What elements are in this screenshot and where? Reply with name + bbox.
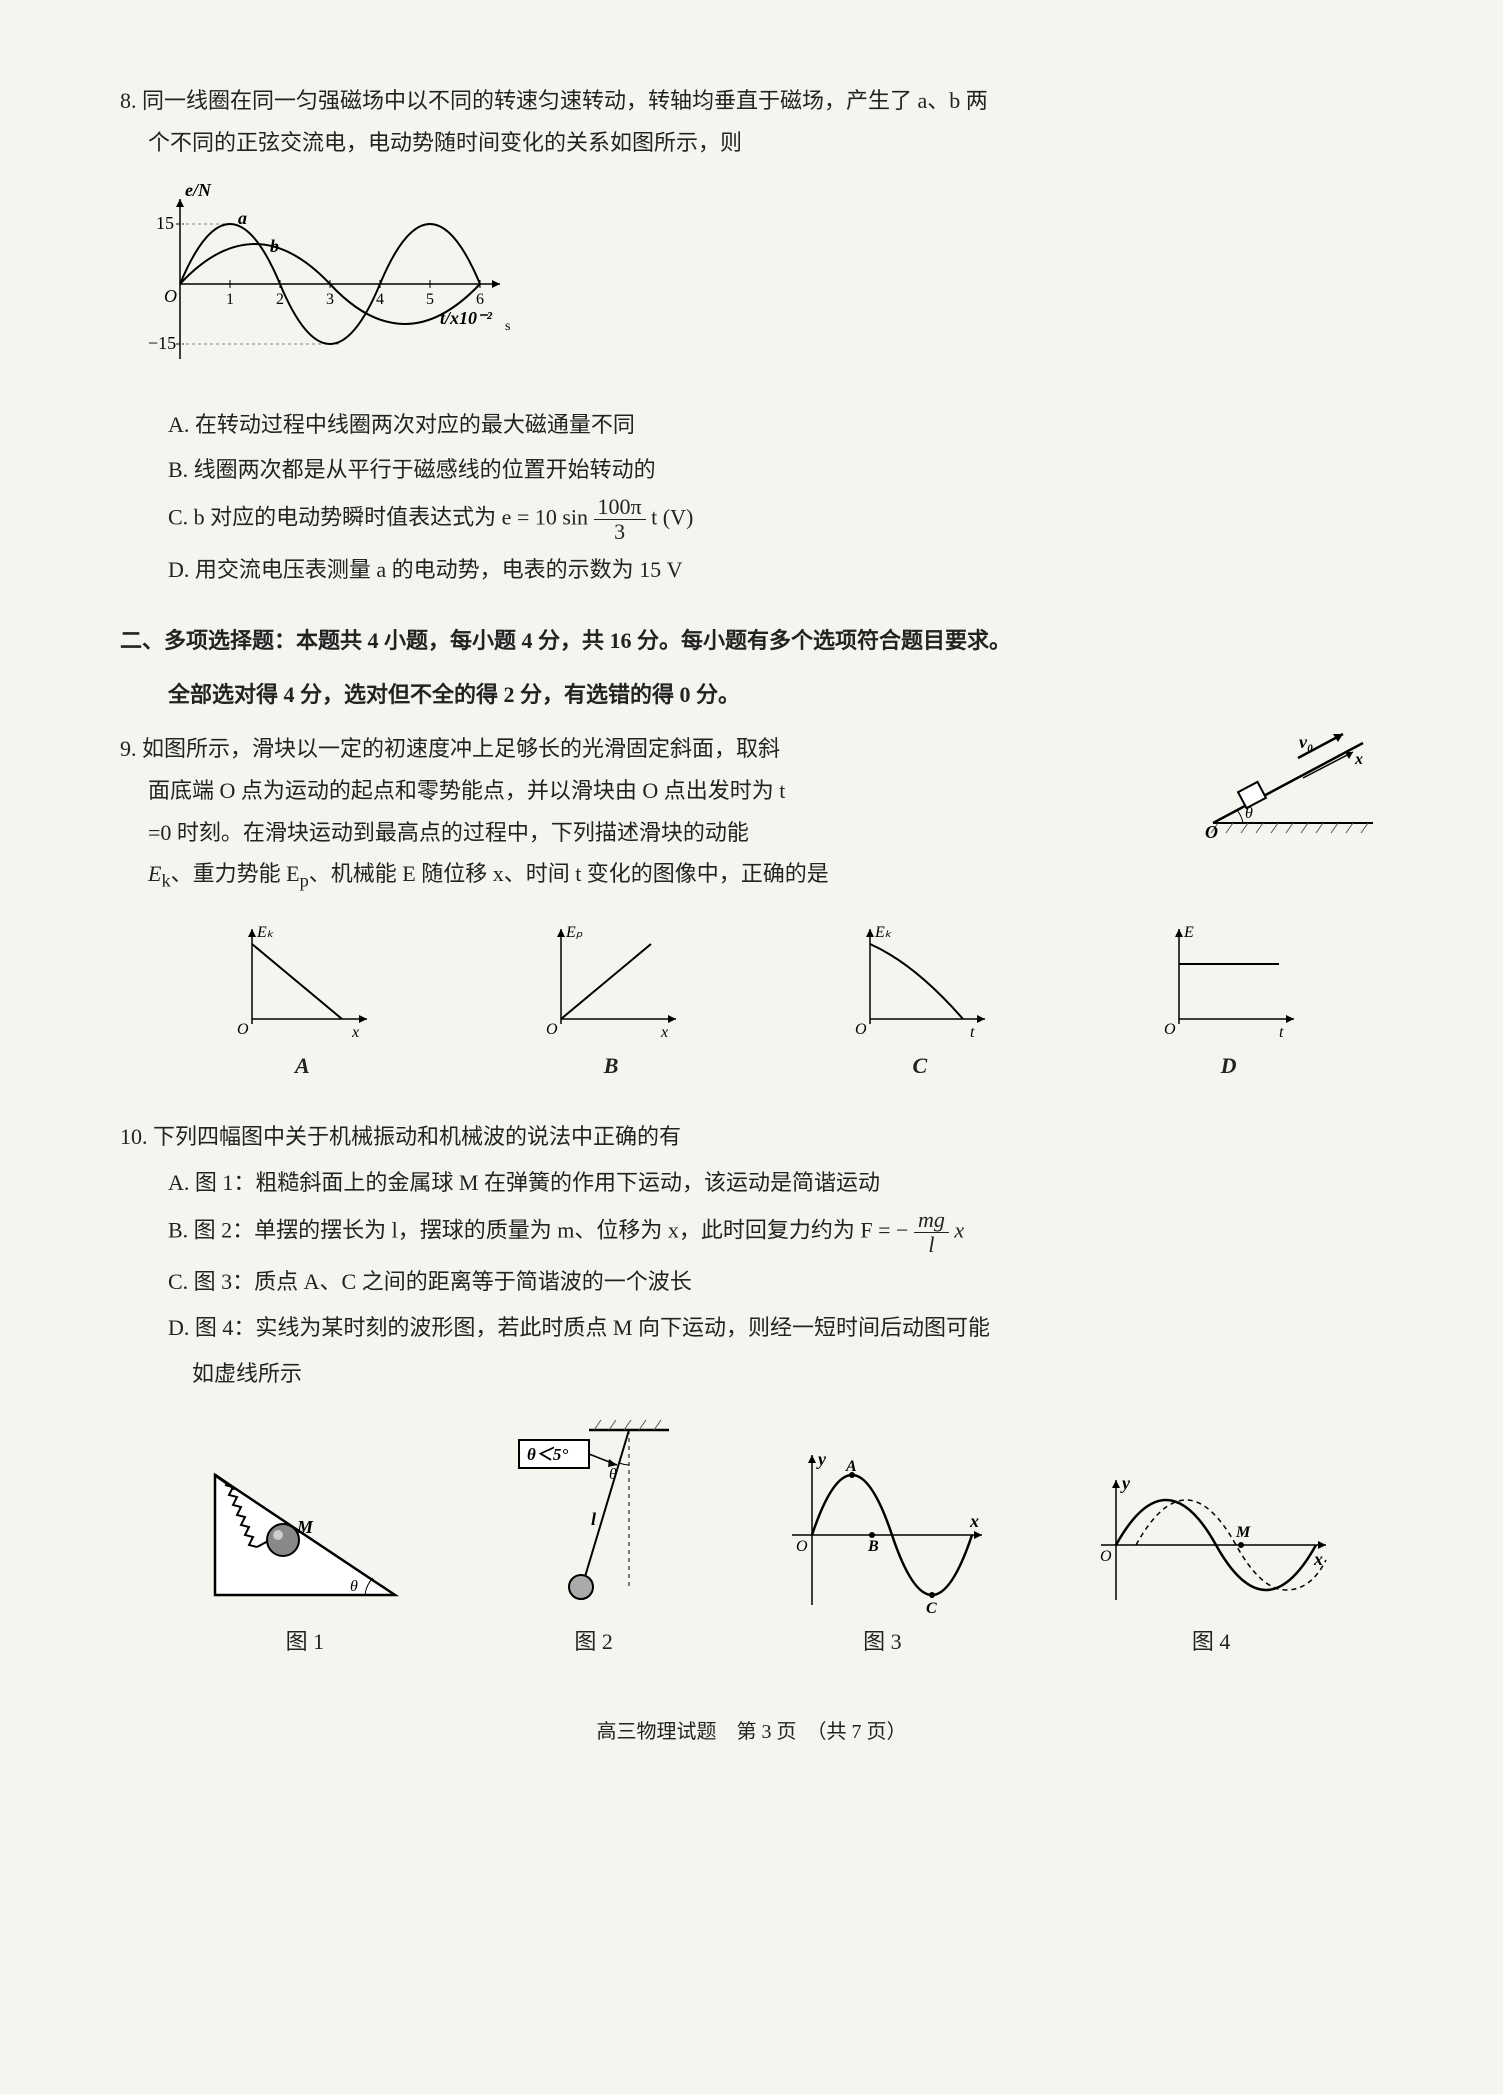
svg-text:x: x [1354, 751, 1363, 768]
svg-text:O: O [237, 1021, 249, 1038]
svg-text:l: l [591, 1509, 596, 1529]
svg-text:x: x [660, 1024, 668, 1039]
q10-option-b: B. 图 2：单摆的摆长为 l，摆球的质量为 m、位移为 x，此时回复力约为 F… [120, 1208, 1383, 1257]
svg-text:6: 6 [476, 291, 484, 308]
page-footer: 高三物理试题 第 3 页 （共 7 页） [120, 1713, 1383, 1751]
fraction: mg l [914, 1208, 949, 1257]
section-2-header-2: 全部选对得 4 分，选对但不全的得 2 分，有选错的得 0 分。 [120, 674, 1383, 716]
svg-text:y: y [816, 1449, 827, 1469]
q9-graph-d: O t E D [1154, 919, 1304, 1087]
svg-text:3: 3 [326, 291, 334, 308]
q10-fig4: y x O M 图 4 [1086, 1465, 1336, 1663]
svg-text:b: b [270, 236, 279, 256]
svg-text:4: 4 [376, 291, 384, 308]
question-10: 10. 下列四幅图中关于机械振动和机械波的说法中正确的有 A. 图 1：粗糙斜面… [120, 1116, 1383, 1662]
svg-text:s: s [505, 319, 510, 334]
svg-text:M: M [1235, 1524, 1251, 1541]
svg-text:θ: θ [350, 1578, 358, 1595]
svg-text:x: x [351, 1024, 359, 1039]
q8-option-a: A. 在转动过程中线圈两次对应的最大磁通量不同 [120, 404, 1383, 446]
svg-text:Eₚ: Eₚ [565, 924, 583, 941]
svg-text:Eₖ: Eₖ [256, 924, 274, 941]
sine-chart: 15 −15 O 1 2 3 4 5 6 a b e/N t/x10⁻² s [120, 184, 520, 384]
svg-text:O: O [164, 286, 177, 306]
q9-incline-diagram: v₀ x θ O [1203, 728, 1383, 838]
q9-graph-c: O t Eₖ C [845, 919, 995, 1087]
svg-text:θ＜5°: θ＜5° [527, 1445, 568, 1464]
q8-line1: 同一线圈在同一匀强磁场中以不同的转速匀速转动，转轴均垂直于磁场，产生了 a、b … [142, 88, 988, 113]
svg-text:t/x10⁻²: t/x10⁻² [440, 308, 493, 328]
svg-text:2: 2 [276, 291, 284, 308]
q8-number: 8. [120, 88, 137, 113]
svg-text:θ: θ [1245, 805, 1253, 822]
svg-text:x: x [1313, 1549, 1323, 1569]
fraction: 100π 3 [594, 495, 646, 544]
svg-text:B: B [867, 1538, 879, 1555]
svg-text:O: O [796, 1538, 808, 1555]
q8-option-c: C. b 对应的电动势瞬时值表达式为 e = 10 sin 100π 3 t (… [120, 495, 1383, 544]
q8-option-b: B. 线圈两次都是从平行于磁感线的位置开始转动的 [120, 449, 1383, 491]
q9-number: 9. [120, 736, 137, 761]
svg-text:v₀: v₀ [1299, 732, 1313, 752]
svg-text:1: 1 [226, 291, 234, 308]
q10-option-d-2: 如虚线所示 [120, 1353, 1383, 1395]
svg-text:−15: −15 [148, 333, 176, 353]
q10-option-c: C. 图 3：质点 A、C 之间的距离等于简谐波的一个波长 [120, 1261, 1383, 1303]
question-9: 9. 如图所示，滑块以一定的初速度冲上足够长的光滑固定斜面，取斜 面底端 O 点… [120, 728, 1383, 1086]
q10-fig2: θ l θ＜5° 图 2 [509, 1415, 679, 1663]
svg-text:a: a [238, 208, 247, 228]
svg-text:E: E [1183, 924, 1194, 941]
q10-fig3: y x O A B C 图 3 [772, 1445, 992, 1663]
q10-fig1: M θ 图 1 [195, 1445, 415, 1663]
svg-text:t: t [1279, 1024, 1284, 1039]
svg-text:M: M [296, 1517, 314, 1537]
q10-stem: 10. 下列四幅图中关于机械振动和机械波的说法中正确的有 [120, 1116, 1383, 1158]
svg-text:Eₖ: Eₖ [874, 924, 892, 941]
svg-text:C: C [926, 1600, 937, 1615]
svg-text:O: O [1100, 1548, 1112, 1565]
q10-number: 10. [120, 1124, 148, 1149]
q9-stem: 9. 如图所示，滑块以一定的初速度冲上足够长的光滑固定斜面，取斜 [120, 728, 1187, 770]
svg-text:x: x [969, 1511, 979, 1531]
q10-option-a: A. 图 1：粗糙斜面上的金属球 M 在弹簧的作用下运动，该运动是简谐运动 [120, 1162, 1383, 1204]
svg-text:5: 5 [426, 291, 434, 308]
svg-text:O: O [1205, 822, 1218, 838]
svg-text:e/N: e/N [185, 184, 212, 200]
question-8: 8. 同一线圈在同一匀强磁场中以不同的转速匀速转动，转轴均垂直于磁场，产生了 a… [120, 80, 1383, 590]
q10-figures: M θ 图 1 θ l [120, 1415, 1383, 1663]
q10-option-d-1: D. 图 4：实线为某时刻的波形图，若此时质点 M 向下运动，则经一短时间后动图… [120, 1307, 1383, 1349]
svg-text:t: t [970, 1024, 975, 1039]
svg-text:O: O [546, 1021, 558, 1038]
svg-text:y: y [1120, 1473, 1131, 1493]
q8-option-d: D. 用交流电压表测量 a 的电动势，电表的示数为 15 V [120, 549, 1383, 591]
q8-stem: 8. 同一线圈在同一匀强磁场中以不同的转速匀速转动，转轴均垂直于磁场，产生了 a… [120, 80, 1383, 122]
q9-graphs: O x Eₖ A O x Eₚ B [120, 919, 1383, 1087]
svg-text:θ: θ [609, 1466, 617, 1483]
q9-graph-b: O x Eₚ B [536, 919, 686, 1087]
svg-text:15: 15 [156, 213, 174, 233]
q9-graph-a: O x Eₖ A [227, 919, 377, 1087]
section-2-header-1: 二、多项选择题：本题共 4 小题，每小题 4 分，共 16 分。每小题有多个选项… [120, 620, 1383, 662]
q8-line2: 个不同的正弦交流电，电动势随时间变化的关系如图所示，则 [120, 122, 1383, 164]
svg-text:O: O [855, 1021, 867, 1038]
q8-chart: 15 −15 O 1 2 3 4 5 6 a b e/N t/x10⁻² s [120, 184, 1383, 384]
svg-text:O: O [1164, 1021, 1176, 1038]
